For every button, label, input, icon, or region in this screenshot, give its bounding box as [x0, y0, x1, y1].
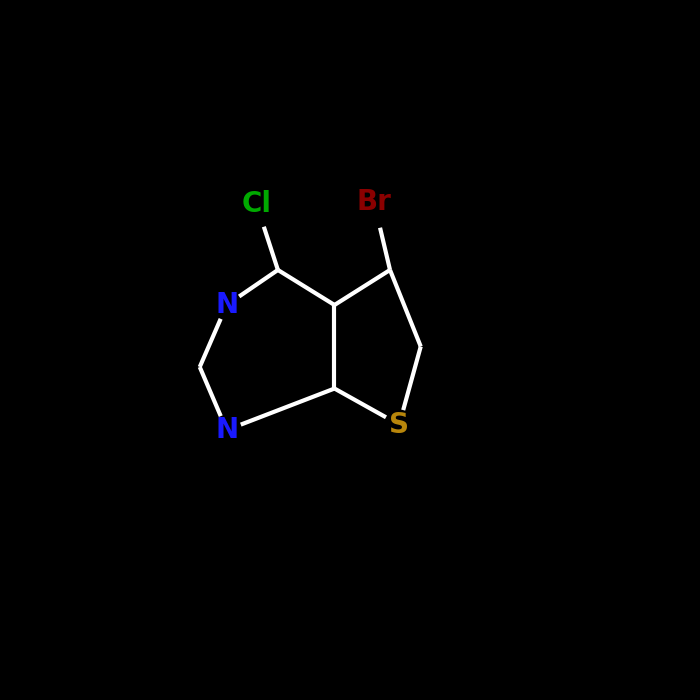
Text: N: N [215, 416, 238, 444]
Text: Cl: Cl [241, 190, 272, 218]
Text: Br: Br [356, 188, 391, 216]
Text: N: N [215, 291, 238, 319]
Text: S: S [389, 411, 410, 439]
